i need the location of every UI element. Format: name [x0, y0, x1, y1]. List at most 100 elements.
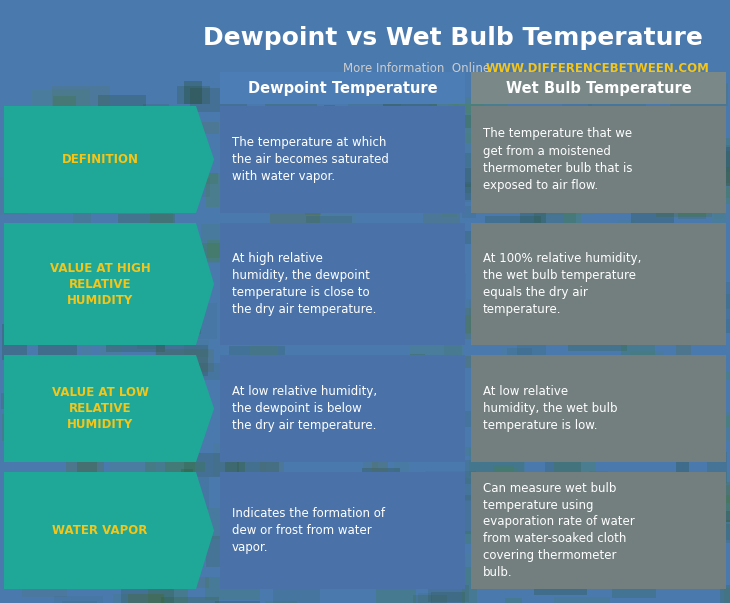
FancyBboxPatch shape	[520, 204, 546, 236]
FancyBboxPatch shape	[53, 96, 76, 119]
FancyBboxPatch shape	[380, 113, 432, 140]
FancyBboxPatch shape	[335, 491, 390, 529]
FancyBboxPatch shape	[345, 397, 395, 408]
FancyBboxPatch shape	[418, 593, 431, 603]
FancyBboxPatch shape	[612, 574, 656, 598]
FancyBboxPatch shape	[477, 265, 514, 289]
FancyBboxPatch shape	[691, 167, 730, 198]
FancyBboxPatch shape	[376, 589, 416, 603]
FancyBboxPatch shape	[400, 318, 452, 329]
FancyBboxPatch shape	[669, 83, 729, 107]
FancyBboxPatch shape	[143, 104, 169, 124]
FancyBboxPatch shape	[329, 166, 380, 196]
FancyBboxPatch shape	[611, 387, 635, 418]
FancyBboxPatch shape	[691, 488, 707, 526]
FancyBboxPatch shape	[639, 226, 692, 233]
FancyBboxPatch shape	[323, 105, 336, 137]
FancyBboxPatch shape	[472, 230, 522, 265]
FancyBboxPatch shape	[585, 434, 623, 446]
FancyBboxPatch shape	[391, 127, 443, 145]
FancyBboxPatch shape	[688, 503, 702, 520]
FancyBboxPatch shape	[410, 354, 426, 390]
FancyBboxPatch shape	[382, 303, 393, 315]
FancyBboxPatch shape	[251, 264, 282, 294]
FancyBboxPatch shape	[113, 593, 165, 603]
FancyBboxPatch shape	[711, 202, 726, 230]
FancyBboxPatch shape	[506, 262, 563, 271]
FancyBboxPatch shape	[274, 229, 327, 245]
FancyBboxPatch shape	[615, 326, 650, 338]
FancyBboxPatch shape	[77, 413, 122, 422]
FancyBboxPatch shape	[542, 541, 565, 555]
FancyBboxPatch shape	[290, 546, 307, 571]
FancyBboxPatch shape	[99, 333, 122, 358]
FancyBboxPatch shape	[704, 145, 730, 183]
FancyBboxPatch shape	[656, 207, 712, 217]
FancyBboxPatch shape	[496, 467, 518, 487]
FancyBboxPatch shape	[547, 156, 562, 183]
FancyBboxPatch shape	[448, 308, 487, 339]
FancyBboxPatch shape	[110, 323, 153, 344]
FancyBboxPatch shape	[236, 198, 264, 209]
FancyBboxPatch shape	[471, 355, 726, 462]
FancyBboxPatch shape	[515, 410, 528, 447]
FancyBboxPatch shape	[663, 245, 702, 275]
FancyBboxPatch shape	[260, 456, 285, 482]
FancyBboxPatch shape	[206, 537, 221, 567]
FancyBboxPatch shape	[489, 116, 531, 133]
FancyBboxPatch shape	[453, 104, 507, 143]
FancyBboxPatch shape	[1, 393, 42, 409]
FancyBboxPatch shape	[545, 186, 602, 206]
FancyBboxPatch shape	[213, 443, 266, 476]
FancyBboxPatch shape	[437, 494, 479, 534]
FancyBboxPatch shape	[713, 511, 730, 522]
FancyBboxPatch shape	[2, 414, 38, 441]
FancyBboxPatch shape	[52, 86, 110, 118]
FancyBboxPatch shape	[710, 524, 730, 540]
FancyBboxPatch shape	[707, 452, 726, 484]
FancyBboxPatch shape	[471, 106, 726, 213]
FancyBboxPatch shape	[166, 303, 218, 339]
FancyBboxPatch shape	[154, 406, 196, 437]
FancyBboxPatch shape	[656, 397, 666, 408]
FancyBboxPatch shape	[498, 168, 540, 207]
FancyBboxPatch shape	[354, 475, 395, 492]
FancyBboxPatch shape	[170, 122, 218, 134]
FancyBboxPatch shape	[264, 255, 276, 264]
FancyBboxPatch shape	[648, 371, 694, 405]
FancyBboxPatch shape	[429, 585, 469, 602]
FancyBboxPatch shape	[442, 153, 498, 188]
FancyBboxPatch shape	[475, 365, 488, 390]
FancyBboxPatch shape	[290, 314, 330, 338]
FancyBboxPatch shape	[160, 372, 190, 382]
FancyBboxPatch shape	[469, 300, 511, 333]
Text: Can measure wet bulb
temperature using
evaporation rate of water
from water-soak: Can measure wet bulb temperature using e…	[483, 482, 635, 579]
FancyBboxPatch shape	[137, 323, 165, 349]
FancyBboxPatch shape	[618, 265, 676, 295]
FancyBboxPatch shape	[106, 336, 165, 352]
FancyBboxPatch shape	[588, 472, 608, 486]
FancyBboxPatch shape	[235, 504, 258, 534]
FancyBboxPatch shape	[169, 431, 180, 443]
FancyBboxPatch shape	[37, 339, 77, 358]
FancyBboxPatch shape	[656, 489, 677, 528]
FancyBboxPatch shape	[676, 458, 688, 490]
FancyBboxPatch shape	[449, 557, 466, 568]
Text: At low relative humidity,
the dewpoint is below
the dry air temperature.: At low relative humidity, the dewpoint i…	[232, 385, 377, 432]
FancyBboxPatch shape	[471, 223, 726, 345]
FancyBboxPatch shape	[405, 482, 463, 517]
FancyBboxPatch shape	[553, 87, 569, 97]
FancyBboxPatch shape	[502, 128, 513, 163]
FancyBboxPatch shape	[318, 234, 376, 267]
FancyBboxPatch shape	[591, 504, 644, 541]
FancyBboxPatch shape	[156, 344, 208, 376]
FancyBboxPatch shape	[590, 411, 644, 445]
FancyBboxPatch shape	[612, 201, 663, 212]
FancyBboxPatch shape	[534, 178, 587, 212]
FancyBboxPatch shape	[145, 452, 195, 479]
FancyBboxPatch shape	[291, 157, 320, 167]
FancyBboxPatch shape	[117, 536, 137, 575]
FancyBboxPatch shape	[215, 601, 260, 603]
FancyBboxPatch shape	[9, 125, 30, 134]
FancyBboxPatch shape	[563, 276, 577, 286]
